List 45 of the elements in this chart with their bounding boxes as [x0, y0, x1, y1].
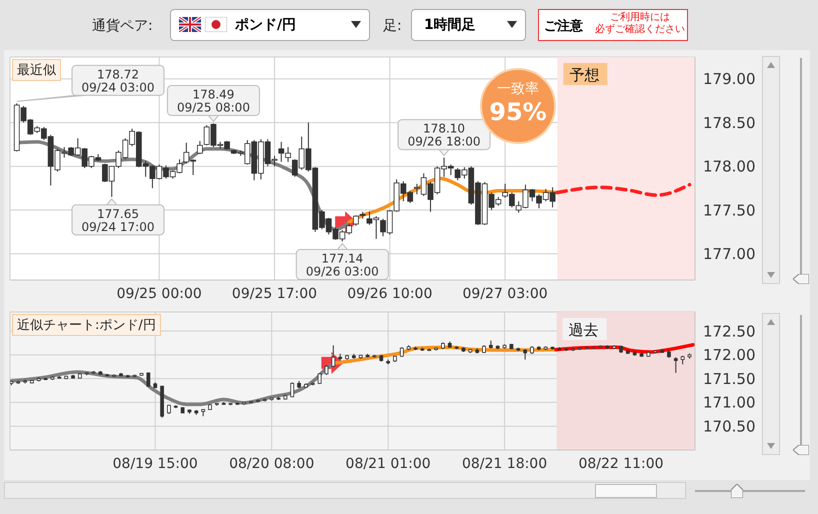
text: 1時間足 — [424, 16, 476, 34]
annotation: 178.10 09/26 18:00 — [408, 122, 481, 149]
annotation: 最近似 — [12, 59, 61, 81]
band-label: 予想 — [569, 66, 600, 84]
text: ご利用時には — [609, 12, 671, 24]
x-tick-label: 09/27 03:00 — [462, 286, 548, 302]
y-tick-label: 172.50 — [703, 322, 756, 340]
candlestick — [523, 348, 528, 360]
x-tick-label: 08/19 15:00 — [112, 456, 198, 472]
annotation: 178.49 09/25 08:00 — [176, 87, 250, 114]
candlestick — [197, 140, 203, 155]
y-tick-label: 171.50 — [703, 370, 756, 388]
annotation: 一致率 — [496, 80, 540, 98]
y-tick-label: 178.50 — [703, 114, 756, 132]
y-tick-label: 178.00 — [703, 158, 756, 176]
x-tick-label: 08/21 18:00 — [462, 456, 548, 472]
text: ポンド/円 — [235, 16, 296, 34]
annotation: 177.14 09/26 03:00 — [306, 252, 379, 279]
x-tick-label: 09/25 17:00 — [232, 286, 318, 302]
candlestick — [318, 372, 322, 384]
text: 必ずご確認ください — [595, 24, 685, 36]
annotation: 95% — [488, 98, 548, 126]
y-tick-label: 170.50 — [703, 418, 756, 436]
y-tick-label: 177.50 — [703, 201, 756, 220]
candlestick — [352, 214, 359, 226]
candlestick — [324, 364, 328, 376]
y-tick-label: 172.00 — [703, 346, 756, 364]
y-tick-label: 179.00 — [703, 70, 756, 88]
y-tick-label: 177.00 — [703, 245, 756, 264]
x-tick-label: 09/26 10:00 — [347, 286, 432, 302]
annotation: 近似チャート:ポンド/円 — [12, 314, 161, 336]
text: 足: — [383, 17, 402, 35]
x-tick-label: 08/22 11:00 — [578, 456, 664, 472]
x-tick-label: 09/25 00:00 — [116, 286, 202, 302]
annotation: 178.72 09/24 03:00 — [82, 67, 154, 94]
band-label: 過去 — [568, 321, 599, 339]
text: 通貨ペア: — [92, 17, 153, 35]
text: ご注意 — [544, 18, 583, 35]
annotation: 177.65 09/24 17:00 — [82, 206, 154, 234]
candlestick — [290, 382, 294, 398]
x-tick-label: 08/20 08:00 — [229, 456, 314, 472]
candlestick — [674, 356, 678, 374]
y-tick-label: 171.00 — [703, 394, 756, 412]
x-tick-label: 08/21 01:00 — [346, 456, 431, 472]
candlestick — [331, 344, 336, 368]
